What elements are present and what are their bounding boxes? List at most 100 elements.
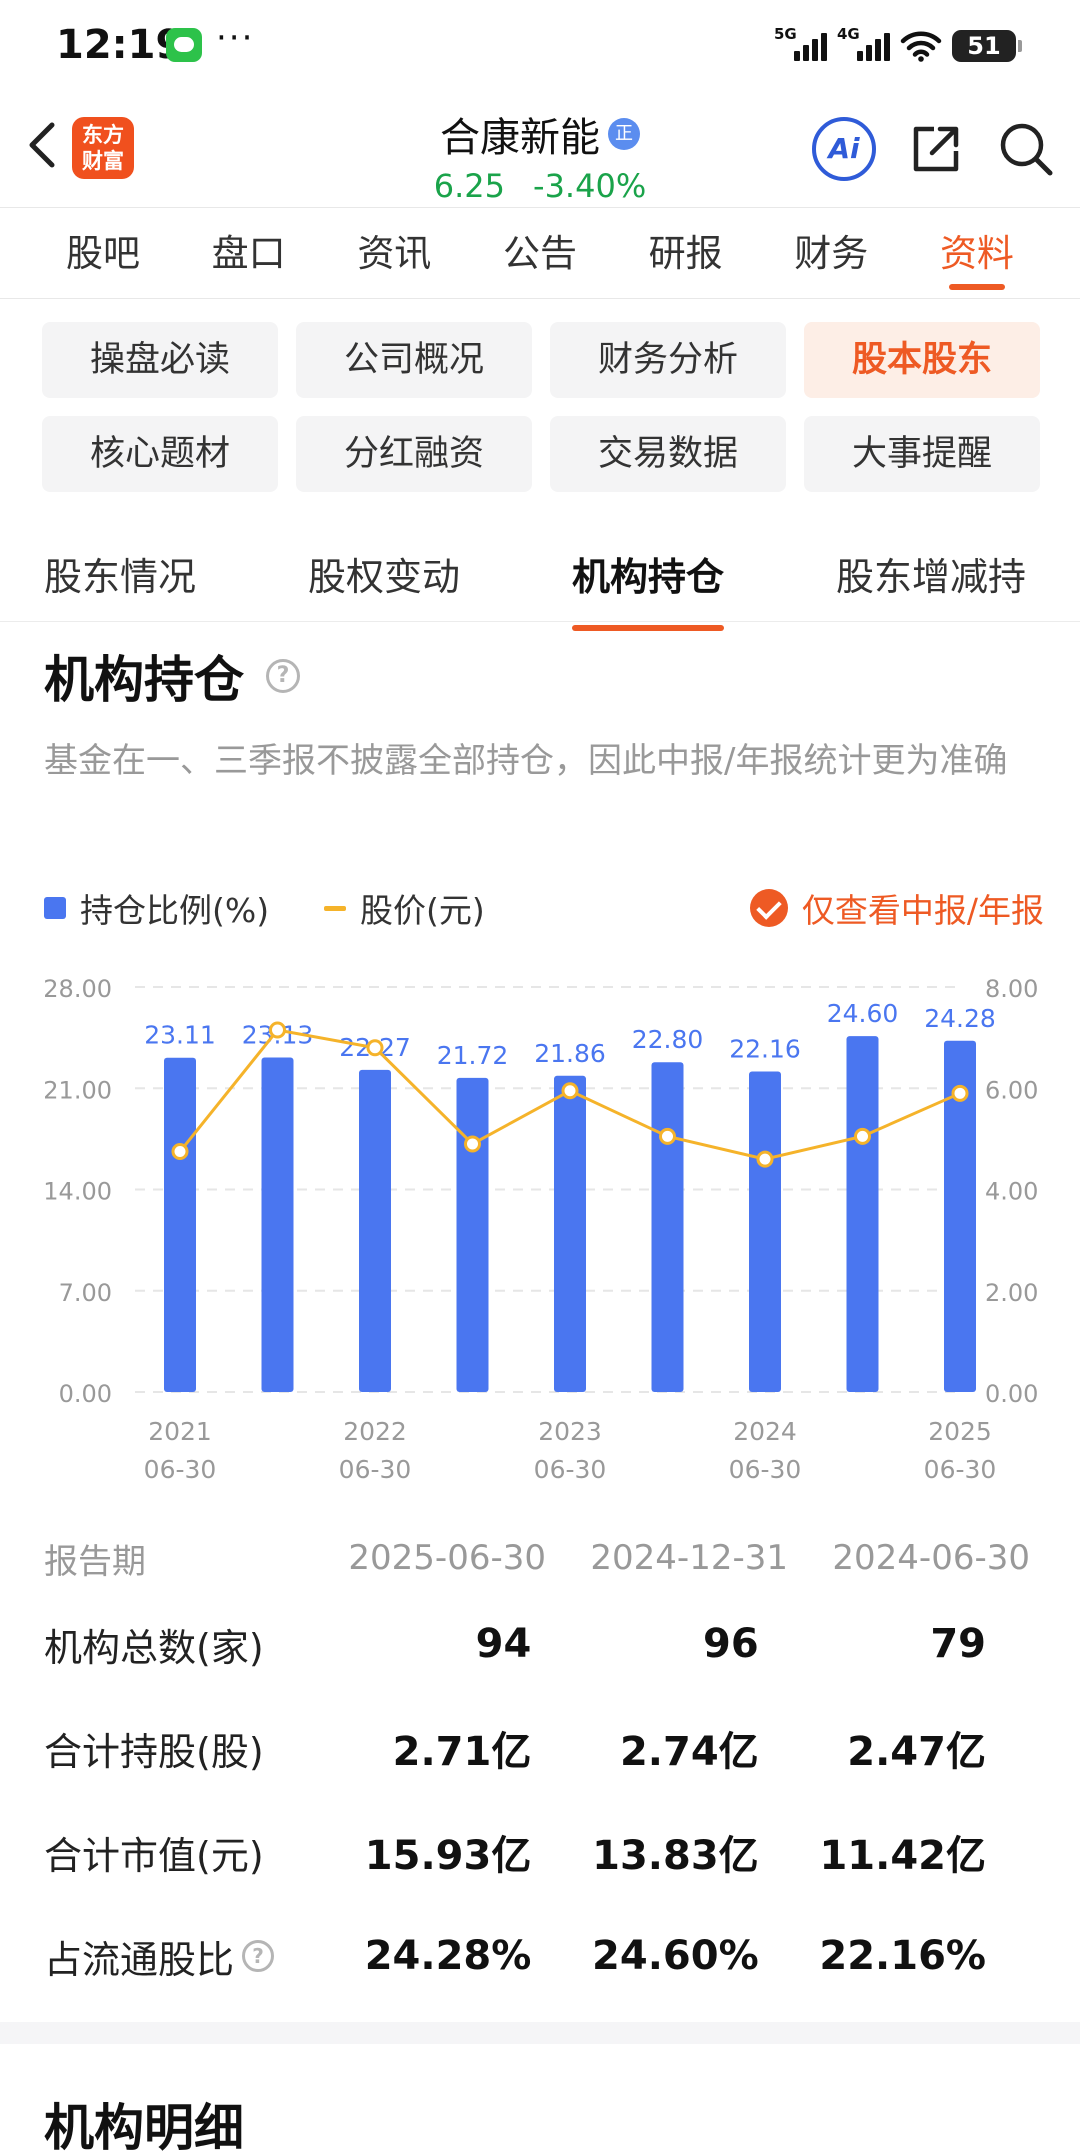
- stock-price: 6.25: [433, 167, 506, 205]
- chart-bar: [359, 1069, 391, 1392]
- chart-bar: [554, 1075, 586, 1392]
- tab-news[interactable]: 资讯: [357, 232, 432, 275]
- price-point: [366, 1039, 384, 1057]
- x-tick-label: 2025: [928, 1417, 992, 1446]
- legend-holding-ratio: 持仓比例(%): [44, 884, 269, 932]
- chart-bar: [846, 1036, 879, 1392]
- main-tabs: 股吧 盘口 资讯 公告 研报 财务 资料: [0, 207, 1080, 299]
- table-cell: 13.83亿: [592, 1833, 759, 1879]
- table-cell: 2.74亿: [619, 1729, 759, 1775]
- holdings-chart: 28.00 8.00 21.00 6.00 14.00 4.00 7.00 2.00 0.00 0…: [43, 975, 1038, 1484]
- stock-badge: 正: [608, 118, 640, 150]
- app-logo[interactable]: 东方 财富: [72, 117, 134, 179]
- share-icon[interactable]: [906, 119, 966, 179]
- bar-data-label: 24.28: [924, 1004, 996, 1033]
- y-right-tick-label: 6.00: [985, 1076, 1038, 1104]
- more-notifications-icon: ···: [216, 18, 255, 58]
- x-tick-label: 06-30: [339, 1455, 412, 1484]
- y-left-tick-label: 28.00: [43, 975, 112, 1003]
- bar-data-label: 22.16: [729, 1034, 801, 1063]
- section-divider: [0, 2022, 1080, 2044]
- chip-shareholders[interactable]: 股本股东: [804, 322, 1040, 398]
- row-label: 占流通股比 ?: [44, 1929, 304, 1984]
- table-cell: 96: [702, 1621, 759, 1667]
- profile-category-grid: 操盘必读 公司概况 财务分析 股本股东 核心题材 分红融资 交易数据 大事提醒: [42, 322, 1040, 492]
- chart-bar: [164, 1057, 196, 1392]
- chip-financial-analysis[interactable]: 财务分析: [550, 322, 786, 398]
- y-left-tick-label: 0.00: [59, 1380, 112, 1408]
- table-cell: 24.60%: [592, 1933, 759, 1979]
- tab-profile[interactable]: 资料: [914, 208, 1040, 298]
- x-tick-label: 2023: [538, 1417, 602, 1446]
- price-point: [951, 1084, 969, 1102]
- bar-data-label: 22.80: [632, 1025, 704, 1054]
- table-row: 合计持股(股) 2.71亿 2.74亿 2.47亿: [44, 1696, 1036, 1800]
- back-icon[interactable]: [16, 115, 76, 175]
- search-icon[interactable]: [996, 119, 1056, 179]
- table-cell: 11.42亿: [819, 1833, 986, 1879]
- chip-trading-guide[interactable]: 操盘必读: [42, 322, 278, 398]
- chip-core-themes[interactable]: 核心题材: [42, 416, 278, 492]
- chip-events[interactable]: 大事提醒: [804, 416, 1040, 492]
- tab-pankou[interactable]: 盘口: [211, 232, 286, 275]
- y-right-tick-label: 8.00: [985, 975, 1038, 1003]
- bar-data-label: 24.60: [827, 999, 899, 1028]
- chart-bar: [944, 1040, 976, 1392]
- chart-bar: [651, 1062, 684, 1392]
- chip-company-overview[interactable]: 公司概况: [296, 322, 532, 398]
- y-right-tick-label: 4.00: [985, 1178, 1038, 1206]
- filter-semiannual-annual[interactable]: 仅查看中报/年报: [749, 884, 1044, 932]
- tab-finance[interactable]: 财务: [794, 232, 869, 275]
- subtab-equity-changes[interactable]: 股权变动: [308, 555, 461, 599]
- chip-trading-data[interactable]: 交易数据: [550, 416, 786, 492]
- chart-bar: [261, 1057, 294, 1392]
- status-time: 12:19: [56, 22, 184, 68]
- help-icon[interactable]: ?: [242, 1940, 275, 1972]
- row-label: 机构总数(家): [44, 1625, 264, 1670]
- table-cell: 2.71亿: [392, 1729, 532, 1775]
- price-point: [756, 1150, 774, 1168]
- subtab-shareholder-info[interactable]: 股东情况: [44, 555, 197, 599]
- legend-line-swatch: [324, 905, 346, 911]
- table-row: 合计市值(元) 15.93亿 13.83亿 11.42亿: [44, 1800, 1036, 1904]
- tab-research[interactable]: 研报: [648, 232, 723, 275]
- check-icon: [749, 889, 788, 927]
- legend-stock-price: 股价(元): [324, 884, 485, 932]
- stock-name: 合康新能: [440, 115, 600, 161]
- help-icon[interactable]: ?: [266, 659, 300, 693]
- price-point: [269, 1021, 286, 1039]
- header-date: 2024-12-31: [590, 1538, 788, 1578]
- chip-dividends[interactable]: 分红融资: [296, 416, 532, 492]
- price-point: [854, 1127, 871, 1145]
- wechat-notification-icon: [166, 28, 202, 62]
- bar-data-label: 21.86: [534, 1039, 606, 1068]
- row-label: 合计市值(元): [44, 1833, 264, 1878]
- tab-announcements[interactable]: 公告: [502, 232, 577, 275]
- subtab-holding-changes[interactable]: 股东增减持: [836, 555, 1027, 599]
- x-tick-label: 2022: [343, 1417, 407, 1446]
- tab-guba[interactable]: 股吧: [66, 232, 140, 275]
- bar-data-label: 23.11: [144, 1021, 216, 1050]
- bar-data-label: 21.72: [437, 1041, 509, 1070]
- chart-legend: 持仓比例(%) 股价(元) 仅查看中报/年报: [44, 884, 1044, 934]
- wifi-icon: [900, 31, 942, 62]
- legend-bar-swatch: [44, 897, 66, 919]
- x-tick-label: 06-30: [144, 1455, 217, 1484]
- battery-icon: 51: [952, 30, 1022, 62]
- section-description: 基金在一、三季报不披露全部持仓，因此中报/年报统计更为准确: [44, 741, 1008, 781]
- subtab-institutional-holdings[interactable]: 机构持仓: [572, 546, 725, 631]
- table-cell: 22.16%: [819, 1933, 986, 1979]
- signal-5g-icon: 5G: [774, 25, 827, 61]
- y-left-tick-label: 7.00: [59, 1279, 112, 1307]
- header-date: 2025-06-30: [348, 1538, 546, 1578]
- table-cell: 79: [930, 1621, 986, 1667]
- ai-assistant-icon[interactable]: Ai: [812, 117, 876, 181]
- y-right-tick-label: 2.00: [985, 1279, 1038, 1307]
- stock-change: -3.40%: [533, 167, 647, 205]
- detail-section-title: 机构明细: [44, 2099, 244, 2153]
- app-header: 东方 财富 合康新能 正 6.25 -3.40% Ai: [0, 95, 1080, 207]
- x-tick-label: 2021: [148, 1417, 212, 1446]
- table-cell: 15.93亿: [364, 1833, 532, 1879]
- price-point: [561, 1082, 579, 1100]
- chart-bar: [456, 1077, 489, 1392]
